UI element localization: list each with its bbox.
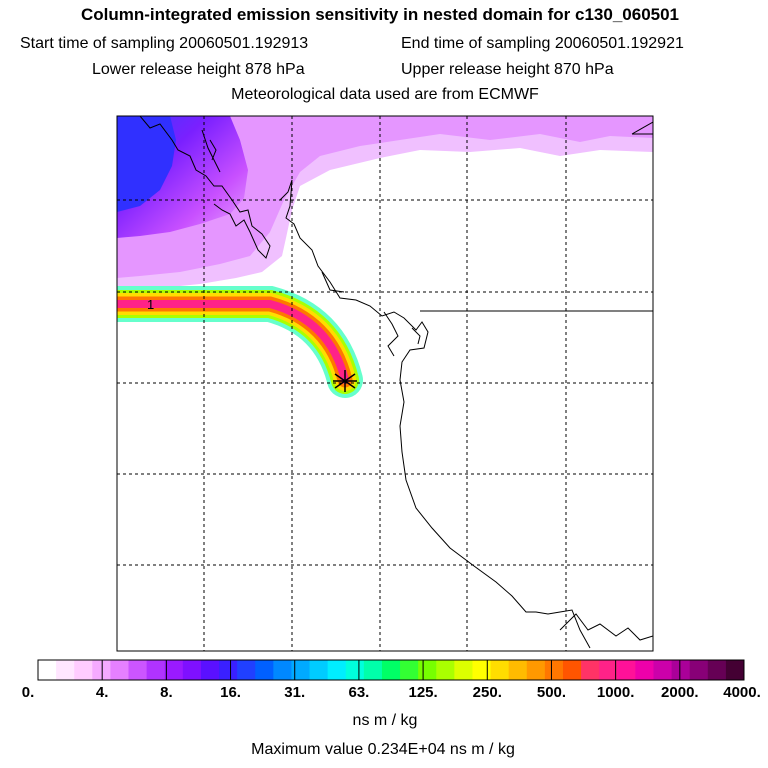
map-grid [117,116,653,651]
contour-label: 1 [147,297,154,312]
colorbar-tick-label: 16. [220,684,241,701]
colorbar-segment [418,660,437,680]
colorbar-units: ns m / kg [352,712,418,729]
colorbar-segment [617,660,636,680]
colorbar-tick-label: 500. [536,684,567,701]
colorbar-segment [544,660,564,680]
sampling-start-label: Start time of sampling 20060501.192913 [20,35,309,52]
colorbar-segment [164,660,184,680]
colorbar-segment [273,660,292,680]
map-frame [116,115,654,652]
colorbar-segment [689,660,709,680]
colorbar-segment [237,660,256,680]
colorbar-segment [653,660,673,680]
colorbar-segment [707,660,727,680]
colorbar-segment [436,660,455,680]
trajectory-band-pink [117,300,349,384]
colorbar-segment [599,660,618,680]
colorbar-segment [472,660,492,680]
maximum-value-label: Maximum value 0.234E+04 ns m / kg [251,741,515,758]
colorbar-segment [400,660,419,680]
colorbar-segment [635,660,654,680]
sensitivity-plume-light-2 [117,116,653,278]
colorbar-segment [490,660,510,680]
colorbar-segment [454,660,473,680]
colorbar-tick-label: 0. [21,684,35,701]
colorbar-segment [327,660,347,680]
sensitivity-plume-deep [117,116,176,212]
colorbar-segment [671,660,691,680]
colorbar-segment [182,660,202,680]
colorbar-segment [581,660,600,680]
colorbar-segment [345,660,365,680]
colorbar-segment [74,660,93,680]
colorbar-tick-label: 4000. [723,684,761,701]
colorbar-segment [56,660,75,680]
colorbar-segment [92,660,111,680]
colorbar-tick-label: 63. [348,684,370,701]
colorbar-tick-label: 1000. [596,684,635,701]
colorbar-segment [38,660,57,680]
map-title: Column-integrated emission sensitivity i… [80,5,680,24]
colorbar-tick-label: 8. [160,684,173,701]
lower-release-label: Lower release height 878 hPa [92,61,305,78]
colorbar-segment [309,660,329,680]
colorbar-tick-label: 31. [284,684,306,701]
release-point-star [333,370,357,392]
colorbar-segment [363,660,383,680]
colorbar [37,659,745,681]
colorbar-tick-label: 2000. [661,684,699,701]
colorbar-tick-label: 125. [408,684,438,701]
colorbar-segment [219,660,238,680]
colorbar-tick-label: 4. [95,684,109,701]
sampling-end-label: End time of sampling 20060501.192921 [401,35,684,52]
colorbar-segment [200,660,220,680]
upper-release-label: Upper release height 870 hPa [401,61,614,78]
colorbar-segment [146,660,166,680]
colorbar-segment [725,660,745,680]
colorbar-tick-label: 250. [472,684,502,701]
colorbar-segment [110,660,130,680]
met-data-label: Meteorological data used are from ECMWF [231,86,539,103]
colorbar-segment [255,660,274,680]
colorbar-segment [291,660,311,680]
colorbar-segment [508,660,528,680]
coastline [139,116,653,649]
colorbar-segment [526,660,546,680]
colorbar-segment [381,660,401,680]
colorbar-segment [562,660,582,680]
colorbar-segment [128,660,148,680]
